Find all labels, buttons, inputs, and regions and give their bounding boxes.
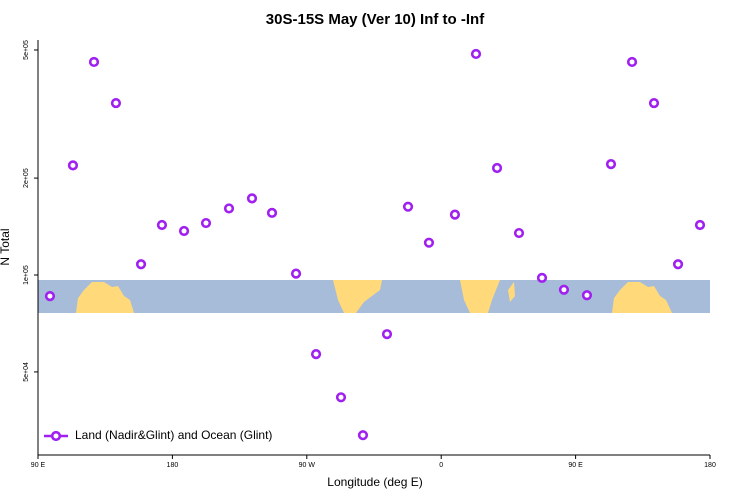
land-australia: [460, 280, 500, 313]
legend-label: Land (Nadir&Glint) and Ocean (Glint): [75, 428, 272, 442]
point: [470, 48, 482, 60]
x-tick-label: 90 E: [31, 462, 46, 469]
point: [694, 219, 706, 231]
x-tick-label: 90 W: [299, 462, 316, 469]
point: [672, 259, 684, 270]
point: [381, 329, 393, 340]
point: [156, 219, 168, 231]
x-tick-label: 180: [167, 462, 179, 469]
legend-marker: [50, 430, 62, 442]
point: [223, 203, 235, 214]
point: [135, 259, 147, 270]
chart-title: 30S-15S May (Ver 10) Inf to -Inf: [266, 11, 485, 28]
x-tick-label: 90 E: [568, 462, 583, 469]
point: [110, 97, 122, 109]
y-axis-label: N Total: [0, 228, 12, 265]
point: [67, 160, 79, 171]
point: [423, 237, 435, 248]
map-band: [38, 280, 710, 313]
x-tick-label: 180: [704, 462, 716, 469]
y-tick-label: 5e+05: [23, 40, 30, 60]
land-africa: [76, 282, 134, 313]
point: [357, 430, 369, 441]
point: [648, 97, 660, 109]
point: [449, 209, 461, 220]
point: [200, 217, 212, 229]
point: [246, 193, 258, 204]
y-tick-label: 2e+05: [23, 168, 30, 188]
point: [88, 56, 100, 68]
point: [402, 201, 414, 212]
y-tick-label: 1e+05: [23, 265, 30, 285]
point: [558, 284, 570, 295]
x-tick-label: 0: [439, 462, 443, 469]
point: [513, 227, 525, 239]
point: [266, 207, 278, 218]
y-tick-label: 5e+04: [23, 362, 30, 382]
land-south-america: [333, 280, 382, 313]
point: [491, 162, 503, 174]
land-africa-repeat: [612, 282, 672, 313]
point: [178, 225, 190, 237]
point: [605, 159, 617, 170]
point: [626, 56, 638, 68]
point: [44, 290, 56, 302]
x-axis-label: Longitude (deg E): [327, 475, 422, 489]
land-island: [508, 282, 515, 302]
point: [335, 392, 347, 403]
point: [536, 272, 548, 283]
point: [581, 290, 593, 301]
point: [310, 348, 322, 360]
point: [290, 268, 302, 279]
